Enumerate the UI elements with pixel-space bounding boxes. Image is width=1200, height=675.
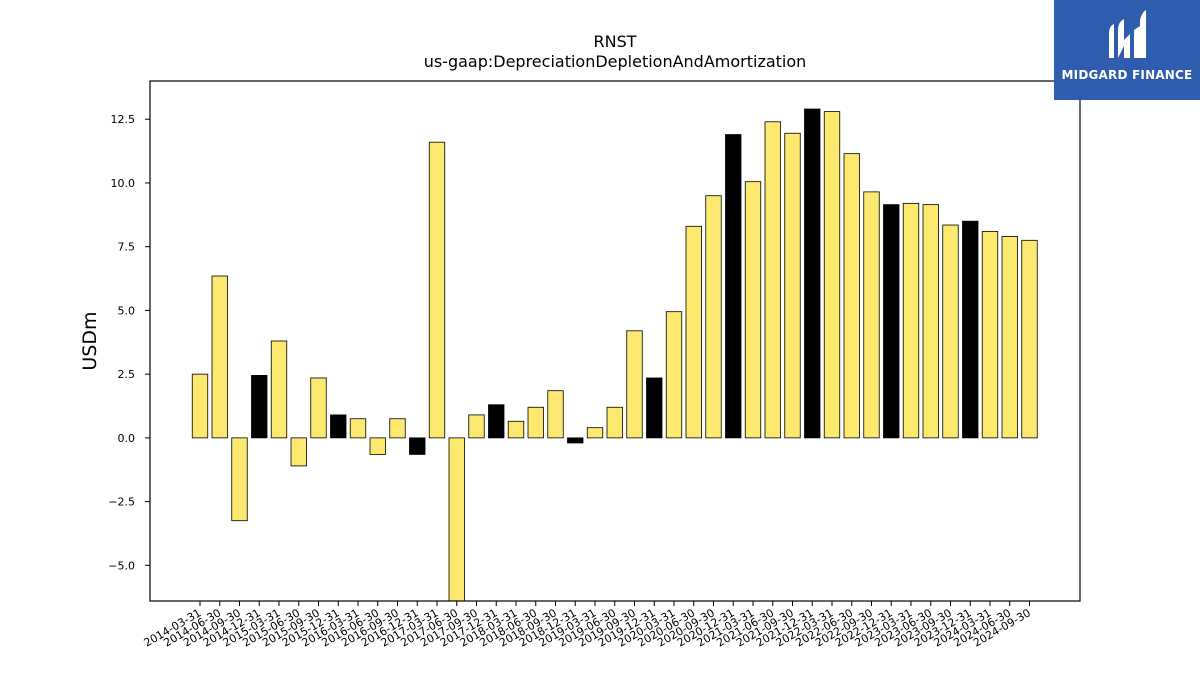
brand-name: MIDGARD FINANCE bbox=[1061, 68, 1193, 82]
bar bbox=[606, 406, 623, 439]
bar bbox=[567, 437, 584, 444]
bar bbox=[270, 340, 288, 439]
bar bbox=[764, 121, 781, 439]
bar bbox=[409, 437, 426, 455]
y-tick-label: −5.0 bbox=[108, 559, 135, 572]
y-tick-label: 12.5 bbox=[111, 113, 136, 126]
y-tick-label: 7.5 bbox=[118, 241, 136, 254]
y-tick-label: 5.0 bbox=[118, 304, 136, 317]
bar bbox=[962, 220, 979, 439]
bar bbox=[1001, 236, 1018, 439]
bar bbox=[942, 224, 959, 439]
bar bbox=[428, 141, 446, 439]
bar bbox=[251, 375, 268, 439]
bar bbox=[547, 390, 564, 439]
bar bbox=[448, 437, 465, 601]
bar bbox=[685, 225, 702, 439]
bar bbox=[231, 437, 248, 522]
bar bbox=[330, 414, 347, 439]
bar bbox=[902, 202, 920, 439]
chart-subtitle: us-gaap:DepreciationDepletionAndAmortiza… bbox=[423, 52, 807, 71]
plot-frame bbox=[149, 80, 1081, 602]
bar bbox=[468, 414, 485, 439]
bar bbox=[1021, 239, 1038, 439]
y-tick-label: −2.5 bbox=[108, 496, 135, 509]
y-tick-label: 2.5 bbox=[118, 368, 136, 381]
bar bbox=[705, 195, 722, 439]
bar bbox=[981, 230, 999, 439]
y-axis-label: USDm bbox=[79, 311, 101, 370]
bar bbox=[507, 420, 525, 439]
bar bbox=[863, 191, 880, 439]
bar bbox=[310, 377, 327, 439]
midgard-logo-icon bbox=[1109, 10, 1146, 58]
bar bbox=[744, 181, 762, 439]
y-tick-label: 10.0 bbox=[111, 177, 136, 190]
bar bbox=[922, 204, 939, 439]
brand-logo: MIDGARD FINANCE bbox=[1054, 0, 1200, 100]
bar bbox=[349, 418, 367, 439]
bar bbox=[626, 330, 643, 439]
bar bbox=[804, 108, 821, 439]
bar bbox=[389, 418, 406, 439]
bar bbox=[586, 427, 604, 439]
bar bbox=[665, 311, 683, 439]
bar bbox=[725, 134, 742, 439]
bars-group bbox=[191, 108, 1038, 601]
bar bbox=[843, 153, 860, 439]
bar bbox=[488, 404, 505, 439]
chart-title: RNST bbox=[593, 32, 637, 51]
bar bbox=[211, 275, 228, 439]
bar bbox=[191, 373, 209, 439]
bar bbox=[369, 437, 386, 455]
bar bbox=[646, 377, 663, 439]
y-tick-label: 0.0 bbox=[118, 432, 136, 445]
bar bbox=[784, 132, 801, 439]
bar bbox=[883, 204, 900, 439]
bar bbox=[290, 437, 307, 467]
bar bbox=[823, 111, 841, 439]
bar bbox=[527, 406, 544, 439]
